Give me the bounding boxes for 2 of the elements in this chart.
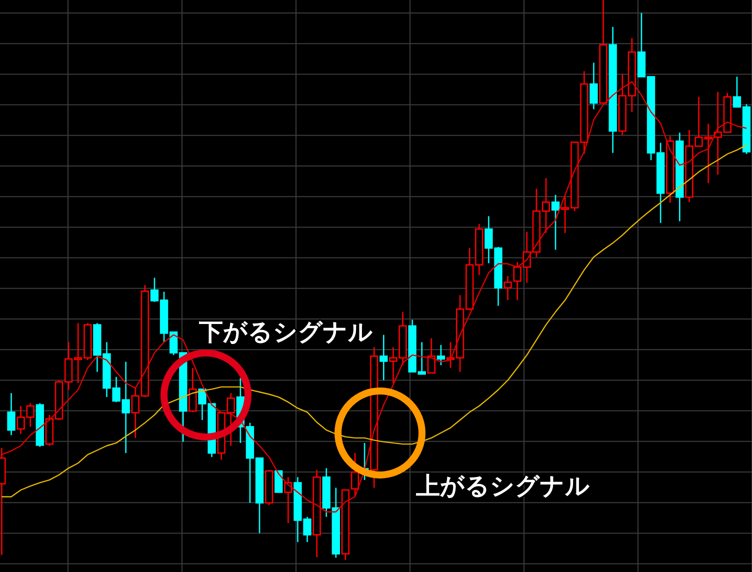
annotation: 上がるシグナル (415, 472, 590, 500)
annotation: 下がるシグナル (198, 318, 373, 346)
